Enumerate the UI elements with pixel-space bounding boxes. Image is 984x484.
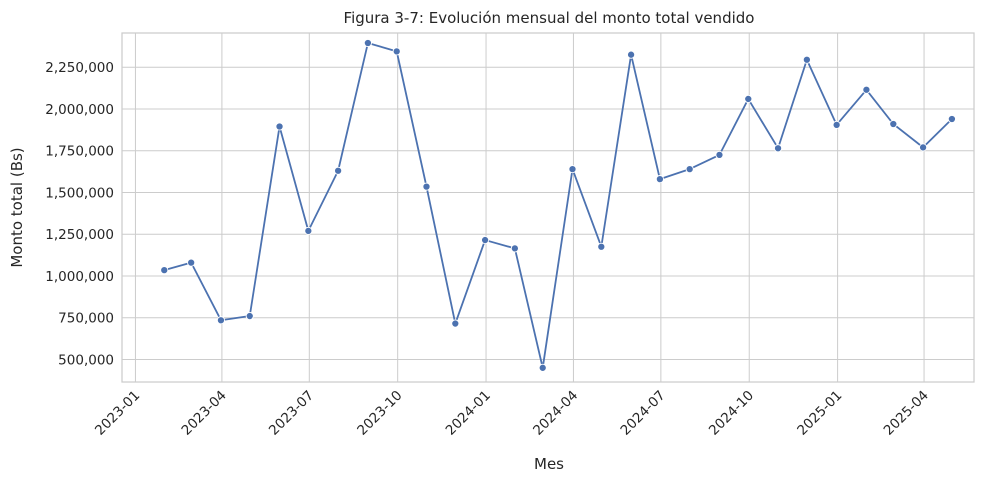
data-point bbox=[451, 319, 460, 328]
data-point bbox=[947, 114, 956, 124]
data-point bbox=[832, 120, 841, 129]
y-axis-label: Monto total (Bs) bbox=[8, 147, 26, 267]
data-point bbox=[363, 38, 372, 48]
data-point bbox=[245, 311, 254, 321]
x-tick-label: 2025-04 bbox=[881, 388, 932, 439]
chart-title: Figura 3-7: Evolución mensual del monto … bbox=[344, 9, 755, 27]
data-point bbox=[334, 166, 343, 175]
data-point bbox=[889, 119, 898, 129]
plot-frame bbox=[121, 32, 975, 383]
x-tick-label: 2024-07 bbox=[617, 388, 668, 439]
data-point bbox=[422, 182, 431, 191]
series-line bbox=[164, 42, 953, 369]
data-point bbox=[655, 175, 664, 184]
y-tick-label: 2,000,000 bbox=[45, 102, 114, 118]
data-point bbox=[774, 144, 783, 153]
data-point bbox=[275, 122, 284, 131]
x-tick-label: 2024-04 bbox=[530, 388, 581, 439]
data-point bbox=[216, 316, 225, 325]
x-tick-label: 2024-01 bbox=[443, 388, 494, 439]
data-point bbox=[304, 226, 313, 235]
data-point bbox=[919, 143, 928, 152]
x-tick-label: 2023-04 bbox=[179, 388, 230, 439]
data-point bbox=[862, 85, 871, 94]
data-point bbox=[160, 266, 169, 275]
x-axis-label: Mes bbox=[534, 455, 564, 473]
series-layer bbox=[160, 38, 956, 372]
x-gridlines bbox=[134, 33, 925, 382]
x-axis-ticks: 2023-01 2023-04 2023-07 2023-10 2024-01 2024-… bbox=[92, 388, 932, 439]
y-tick-label: 1,750,000 bbox=[45, 144, 114, 160]
data-point bbox=[685, 165, 694, 174]
data-point bbox=[538, 363, 547, 372]
data-point bbox=[715, 150, 724, 159]
y-tick-label: 500,000 bbox=[58, 352, 114, 368]
data-point bbox=[568, 165, 577, 174]
x-tick-label: 2023-01 bbox=[92, 388, 143, 439]
data-point bbox=[510, 244, 519, 253]
y-axis-ticks: 500,000 750,000 1,000,000 1,250,000 1,500,00… bbox=[45, 60, 114, 368]
y-tick-label: 1,000,000 bbox=[45, 269, 114, 285]
x-tick-label: 2024-10 bbox=[706, 388, 757, 439]
y-tick-label: 750,000 bbox=[58, 311, 114, 327]
data-point bbox=[597, 242, 606, 251]
x-tick-label: 2023-07 bbox=[266, 388, 317, 439]
data-point bbox=[187, 258, 196, 267]
data-point bbox=[481, 236, 490, 245]
y-tick-label: 1,500,000 bbox=[45, 185, 114, 201]
y-tick-label: 1,250,000 bbox=[45, 227, 114, 243]
y-tick-label: 2,250,000 bbox=[45, 60, 114, 76]
x-tick-label: 2025-01 bbox=[794, 388, 845, 439]
x-tick-label: 2023-10 bbox=[354, 388, 405, 439]
data-point bbox=[392, 47, 401, 56]
data-point bbox=[627, 50, 636, 59]
data-point bbox=[802, 55, 811, 64]
y-gridlines bbox=[122, 66, 974, 360]
data-point bbox=[744, 94, 753, 104]
